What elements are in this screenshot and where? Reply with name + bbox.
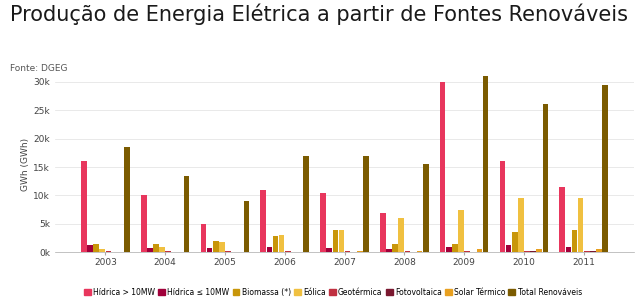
Bar: [93, 244, 99, 252]
Bar: [332, 230, 338, 252]
Bar: [219, 242, 225, 252]
Bar: [464, 251, 470, 252]
Bar: [459, 210, 464, 252]
Bar: [380, 212, 386, 252]
Bar: [99, 250, 105, 252]
Bar: [392, 244, 398, 252]
Bar: [536, 250, 542, 252]
Bar: [267, 247, 272, 252]
Bar: [483, 28, 488, 252]
Bar: [147, 248, 153, 252]
Bar: [225, 251, 231, 252]
Bar: [530, 250, 536, 252]
Bar: [590, 250, 596, 252]
Bar: [584, 251, 590, 252]
Bar: [339, 230, 345, 252]
Bar: [166, 251, 171, 252]
Bar: [260, 190, 266, 252]
Bar: [423, 164, 429, 252]
Bar: [524, 251, 530, 252]
Bar: [141, 195, 147, 252]
Bar: [518, 198, 524, 252]
Bar: [357, 251, 363, 252]
Bar: [272, 237, 278, 252]
Bar: [578, 198, 583, 252]
Bar: [512, 233, 518, 252]
Bar: [327, 248, 332, 252]
Legend: Hídrica > 10MW, Hídrica ≤ 10MW, Biomassa (*), Eólica, Geotérmica, Fotovoltaica, : Hídrica > 10MW, Hídrica ≤ 10MW, Biomassa…: [84, 288, 582, 297]
Bar: [506, 246, 511, 252]
Bar: [207, 248, 213, 252]
Bar: [153, 244, 159, 252]
Bar: [213, 241, 218, 252]
Bar: [320, 193, 326, 252]
Bar: [345, 251, 350, 252]
Text: Produção de Energia Elétrica a partir de Fontes Renováveis: Produção de Energia Elétrica a partir de…: [10, 3, 628, 25]
Bar: [440, 82, 446, 252]
Bar: [243, 201, 249, 252]
Bar: [572, 230, 578, 252]
Bar: [500, 161, 506, 252]
Bar: [386, 249, 392, 252]
Bar: [81, 161, 87, 252]
Bar: [303, 156, 309, 252]
Bar: [87, 246, 93, 252]
Bar: [452, 244, 458, 252]
Bar: [417, 250, 422, 252]
Bar: [602, 85, 608, 252]
Bar: [124, 147, 129, 252]
Bar: [446, 247, 451, 252]
Bar: [477, 250, 482, 252]
Text: Fonte: DGEG: Fonte: DGEG: [10, 64, 67, 73]
Bar: [542, 105, 548, 252]
Bar: [363, 156, 369, 252]
Bar: [106, 251, 111, 252]
Bar: [184, 175, 189, 252]
Bar: [279, 235, 285, 252]
Bar: [201, 224, 206, 252]
Bar: [404, 251, 410, 252]
Bar: [285, 251, 290, 252]
Bar: [399, 218, 404, 252]
Bar: [565, 247, 571, 252]
Bar: [596, 250, 602, 252]
Bar: [560, 187, 565, 252]
Bar: [159, 247, 165, 252]
Y-axis label: GWh (GWh): GWh (GWh): [21, 138, 30, 191]
